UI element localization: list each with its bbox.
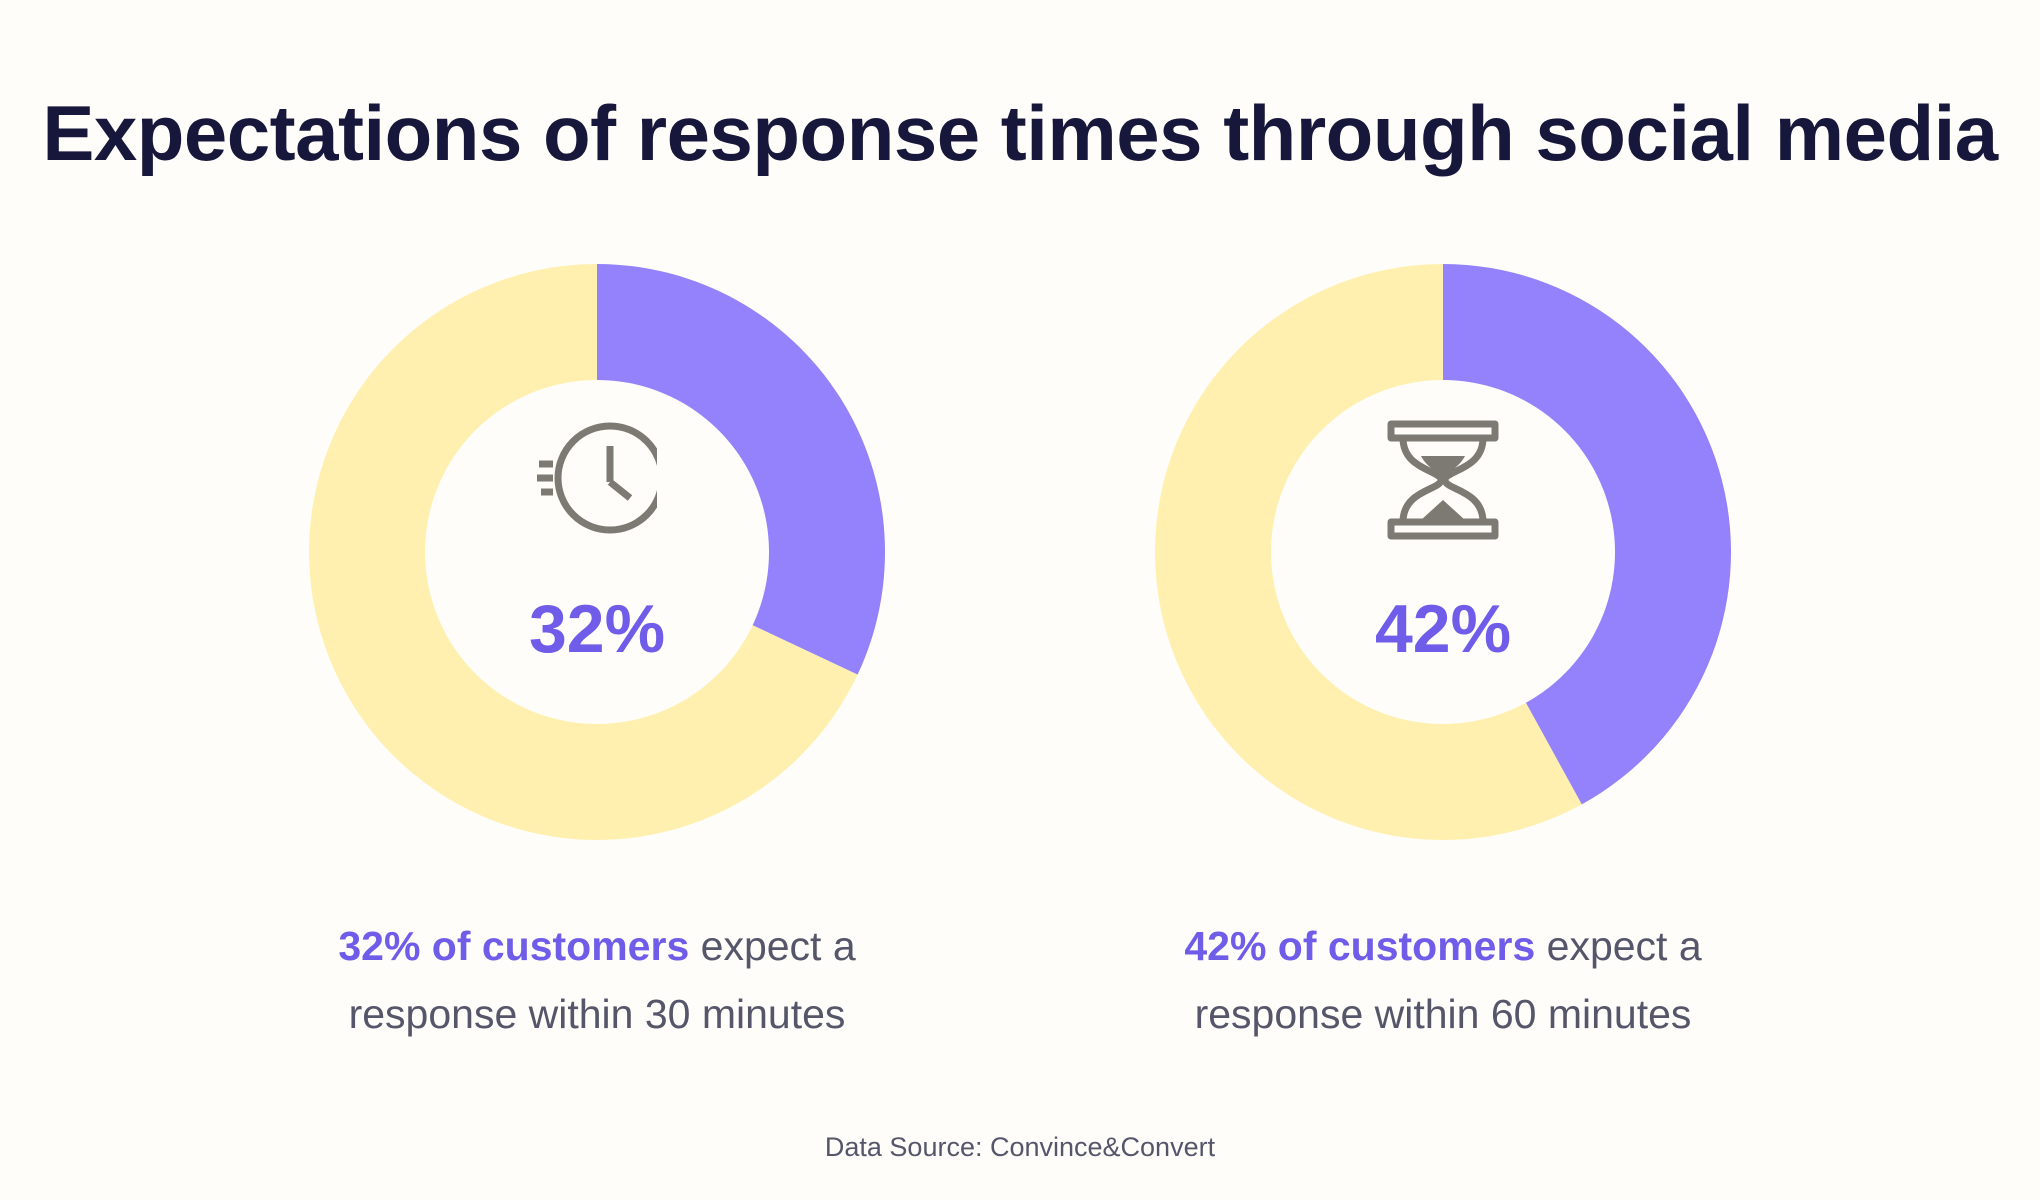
caption-line-1: 42% of customers expect a (1093, 912, 1793, 980)
caption-line-1-rest: expect a (1535, 923, 1702, 969)
clock-icon (537, 420, 666, 540)
caption-highlight: 42% of customers (1184, 923, 1536, 969)
caption-line-1-rest: expect a (689, 923, 856, 969)
donut-chart-30-minutes: 32% (297, 252, 897, 852)
donut-chart-60-minutes: 42% (1143, 252, 1743, 852)
caption-60-minutes: 42% of customers expect a response withi… (1093, 912, 1793, 1048)
donut-slice-highlight (597, 264, 885, 675)
data-source: Data Source: Convince&Convert (824, 1132, 1216, 1162)
donut-svg (309, 264, 885, 840)
caption-line-2: response within 60 minutes (1194, 991, 1692, 1037)
donut-slice-remainder (309, 264, 858, 840)
hourglass-icon (1383, 420, 1503, 540)
center-percentage: 42% (1374, 591, 1512, 667)
donut-svg (1155, 264, 1732, 840)
caption-line-1: 32% of customers expect a (247, 912, 947, 980)
donut-slice-remainder (1155, 264, 1582, 840)
caption-highlight: 32% of customers (338, 923, 690, 969)
page-title: Expectations of response times through s… (42, 89, 1998, 177)
caption-line-2: response within 30 minutes (348, 991, 846, 1037)
caption-30-minutes: 32% of customers expect a response withi… (247, 912, 947, 1048)
center-percentage: 32% (528, 591, 666, 667)
donut-slice-highlight (1443, 264, 1732, 805)
